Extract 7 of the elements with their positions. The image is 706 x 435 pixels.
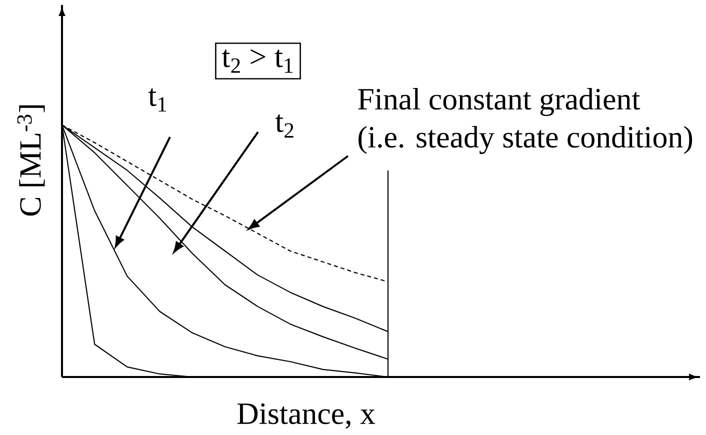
y-axis-title: C [ML$^{-3}$] (17, 105, 45, 216)
text: t$_{2}$ > t$_{1}$ (222, 49, 293, 73)
annotation: (i.e. steady state condition) (358, 126, 692, 154)
x-axis-title: Distance, x (237, 403, 376, 429)
annotation: t$_{2}$ (275, 114, 294, 138)
text: Final constant gradient (358, 88, 640, 116)
text: t$_{1}$ (148, 88, 166, 112)
